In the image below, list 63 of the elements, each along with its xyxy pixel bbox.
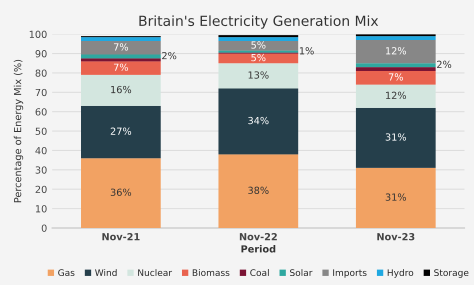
x-tick-label: Nov-23 xyxy=(377,233,414,240)
data-label: 5% xyxy=(251,54,266,62)
bar xyxy=(356,63,436,68)
legend-label: Biomass xyxy=(192,269,230,276)
y-tick-label: 40 xyxy=(35,146,47,154)
data-label: 2% xyxy=(162,52,176,60)
y-tick-label: 10 xyxy=(36,205,47,212)
y-tick-label: 0 xyxy=(42,224,47,232)
legend-label: Solar xyxy=(290,269,312,276)
data-label: 1% xyxy=(300,47,314,54)
data-label: 13% xyxy=(248,71,269,79)
y-tick-label: 50 xyxy=(36,128,47,135)
data-label: 7% xyxy=(114,43,128,51)
data-label: 2% xyxy=(437,60,452,68)
bar xyxy=(81,158,161,228)
data-label: 38% xyxy=(248,186,269,194)
data-label: 34% xyxy=(248,116,269,124)
bar xyxy=(356,108,436,168)
data-label: 12% xyxy=(386,92,406,100)
legend-label: Nuclear xyxy=(138,269,172,276)
y-tick-label: 90 xyxy=(36,50,47,58)
legend-label: Coal xyxy=(250,269,269,276)
legend-label: Hydro xyxy=(388,269,414,278)
bar xyxy=(218,154,298,228)
y-tick-label: 20 xyxy=(36,186,47,194)
y-tick-label: 30 xyxy=(36,166,47,174)
legend-label: Storage xyxy=(434,269,468,278)
legend-label: Gas xyxy=(58,269,74,276)
data-label: 12% xyxy=(386,47,406,54)
bar xyxy=(356,67,436,72)
bar xyxy=(218,37,298,41)
bar xyxy=(81,58,161,62)
bar xyxy=(218,54,298,64)
data-label: 36% xyxy=(110,188,132,196)
y-tick-label: 80 xyxy=(36,69,47,77)
bar xyxy=(356,36,436,40)
y-axis-title: Percentage of Energy Mix (%) xyxy=(14,60,24,202)
bar xyxy=(81,40,161,55)
x-tick-label: Nov-22 xyxy=(240,233,277,240)
legend-label: Imports xyxy=(333,269,367,278)
data-label: 31% xyxy=(386,133,406,141)
bar xyxy=(218,88,298,154)
chart-title: Britain's Electricity Generation Mix xyxy=(139,15,378,29)
legend-label: Wind xyxy=(95,269,117,276)
x-axis-title: Period xyxy=(241,245,276,253)
data-label: 16% xyxy=(111,86,132,94)
x-tick-label: Nov-21 xyxy=(102,233,140,240)
data-label: 27% xyxy=(110,128,132,135)
bar xyxy=(356,40,436,64)
bar xyxy=(81,61,161,75)
bar xyxy=(356,168,436,228)
bar xyxy=(81,106,161,158)
bar xyxy=(218,40,298,51)
y-tick-label: 70 xyxy=(36,88,47,96)
data-label: 7% xyxy=(114,64,128,71)
bar xyxy=(81,37,161,41)
bar xyxy=(356,71,436,85)
y-tick-label: 60 xyxy=(36,108,47,116)
bar xyxy=(81,54,161,58)
y-tick-label: 100 xyxy=(30,30,47,38)
data-label: 5% xyxy=(251,41,266,49)
data-label: 31% xyxy=(386,193,406,201)
data-label: 7% xyxy=(388,73,403,81)
